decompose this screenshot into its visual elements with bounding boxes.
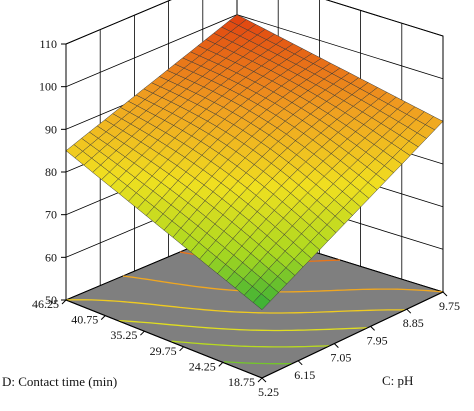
frame-edge xyxy=(261,291,444,379)
wall-gridline-z xyxy=(65,0,444,45)
contour-line xyxy=(118,319,368,332)
z-axis-ticks: 50 60 70 80 90 100 110 xyxy=(39,37,66,307)
y-tick-label: 8.85 xyxy=(403,316,424,330)
y-tick-label: 9.75 xyxy=(439,299,460,313)
y-tick-mark xyxy=(406,308,412,314)
y-tick-mark xyxy=(370,326,375,331)
z-tick-label: 80 xyxy=(45,165,57,179)
x-tick-label: 24.25 xyxy=(189,359,216,373)
y-axis-ticks: 5.25 6.15 7.05 7.95 8.85 9.75 xyxy=(258,291,460,399)
z-tick-label: 60 xyxy=(45,250,57,264)
x-tick-mark xyxy=(140,330,145,336)
contour-line xyxy=(65,299,406,314)
x-tick-label: 46.25 xyxy=(32,297,59,311)
surface-cell xyxy=(252,293,271,311)
z-tick-label: 110 xyxy=(39,37,57,51)
y-tick-label: 5.25 xyxy=(258,385,279,399)
y-axis-title: C: pH xyxy=(382,373,413,388)
x-axis-title: D: Contact time (min) xyxy=(2,374,117,389)
x-tick-mark xyxy=(61,299,67,305)
z-tick-label: 90 xyxy=(45,122,57,136)
x-tick-label: 40.75 xyxy=(71,313,98,327)
x-tick-label: 35.25 xyxy=(110,328,137,342)
y-tick-label: 7.95 xyxy=(367,333,388,347)
y-tick-mark xyxy=(261,377,267,383)
y-tick-mark xyxy=(442,291,448,297)
y-tick-label: 6.15 xyxy=(294,368,315,382)
contour-line xyxy=(224,361,293,365)
x-tick-mark xyxy=(179,346,184,352)
x-tick-mark xyxy=(100,315,106,320)
z-tick-label: 50 xyxy=(45,293,57,307)
x-tick-label: 29.75 xyxy=(150,344,177,358)
contour-line xyxy=(171,340,330,348)
x-tick-mark xyxy=(218,362,224,367)
y-tick-mark xyxy=(334,343,339,348)
response-surface xyxy=(65,14,444,311)
x-tick-label: 18.75 xyxy=(228,375,255,389)
z-tick-label: 70 xyxy=(45,208,57,222)
frame-edge xyxy=(65,299,263,379)
y-tick-mark xyxy=(297,360,303,366)
y-tick-label: 7.05 xyxy=(330,351,351,365)
x-axis-ticks: 46.25 40.75 35.25 29.75 24.25 18.75 xyxy=(32,297,263,389)
z-tick-label: 100 xyxy=(39,80,57,94)
x-tick-mark xyxy=(257,377,263,383)
